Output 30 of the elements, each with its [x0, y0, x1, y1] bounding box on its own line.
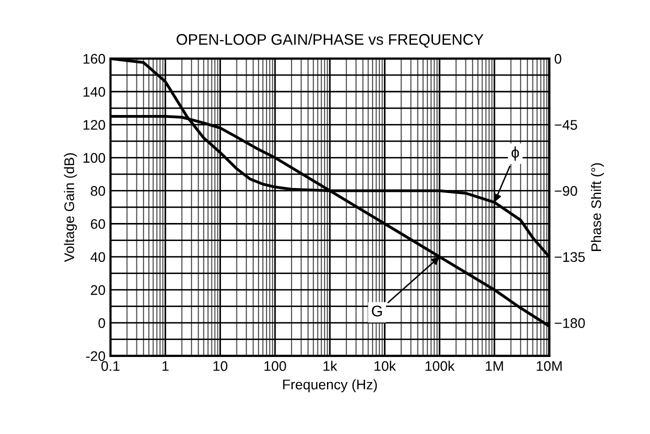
- y2-axis-title: Phase Shift (°): [590, 163, 604, 251]
- y-tick-label: 60: [90, 219, 106, 229]
- x-tick-label: 100k: [426, 360, 455, 371]
- x-tick-label: 0.1: [101, 361, 120, 371]
- y-tick-label: 160: [84, 54, 106, 64]
- chart-title: OPEN-LOOP GAIN/PHASE vs FREQUENCY: [176, 34, 484, 48]
- x-tick-label: 1M: [486, 361, 503, 371]
- x-axis-title: Frequency (Hz): [283, 379, 377, 392]
- x-tick-label: 1: [162, 361, 169, 371]
- y2-tick-label: 0: [554, 54, 562, 64]
- y-tick-label: 0: [98, 318, 106, 328]
- y-tick-label: 140: [84, 86, 106, 97]
- y-axis-title: Voltage Gain (dB): [64, 153, 77, 262]
- y-tick-label: 20: [90, 285, 106, 295]
- y2-tick-label: −90: [554, 186, 578, 196]
- x-tick-label: 1k: [324, 360, 338, 371]
- annotation: G: [372, 306, 382, 316]
- y-tick-label: 80: [90, 186, 106, 196]
- x-tick-label: 100: [264, 361, 286, 371]
- y2-tick-label: −135: [554, 252, 585, 262]
- y-tick-label: 100: [84, 153, 106, 163]
- y-tick-label: 120: [84, 120, 106, 130]
- x-tick-label: 10k: [374, 360, 396, 371]
- y2-tick-label: −45: [554, 120, 578, 130]
- y-tick-label: -20: [86, 351, 106, 362]
- annotation: ϕ: [512, 146, 519, 161]
- x-tick-label: 10: [214, 361, 228, 371]
- x-tick-label: 10M: [536, 361, 562, 371]
- y2-tick-label: −180: [554, 318, 585, 328]
- y-tick-label: 40: [90, 252, 106, 262]
